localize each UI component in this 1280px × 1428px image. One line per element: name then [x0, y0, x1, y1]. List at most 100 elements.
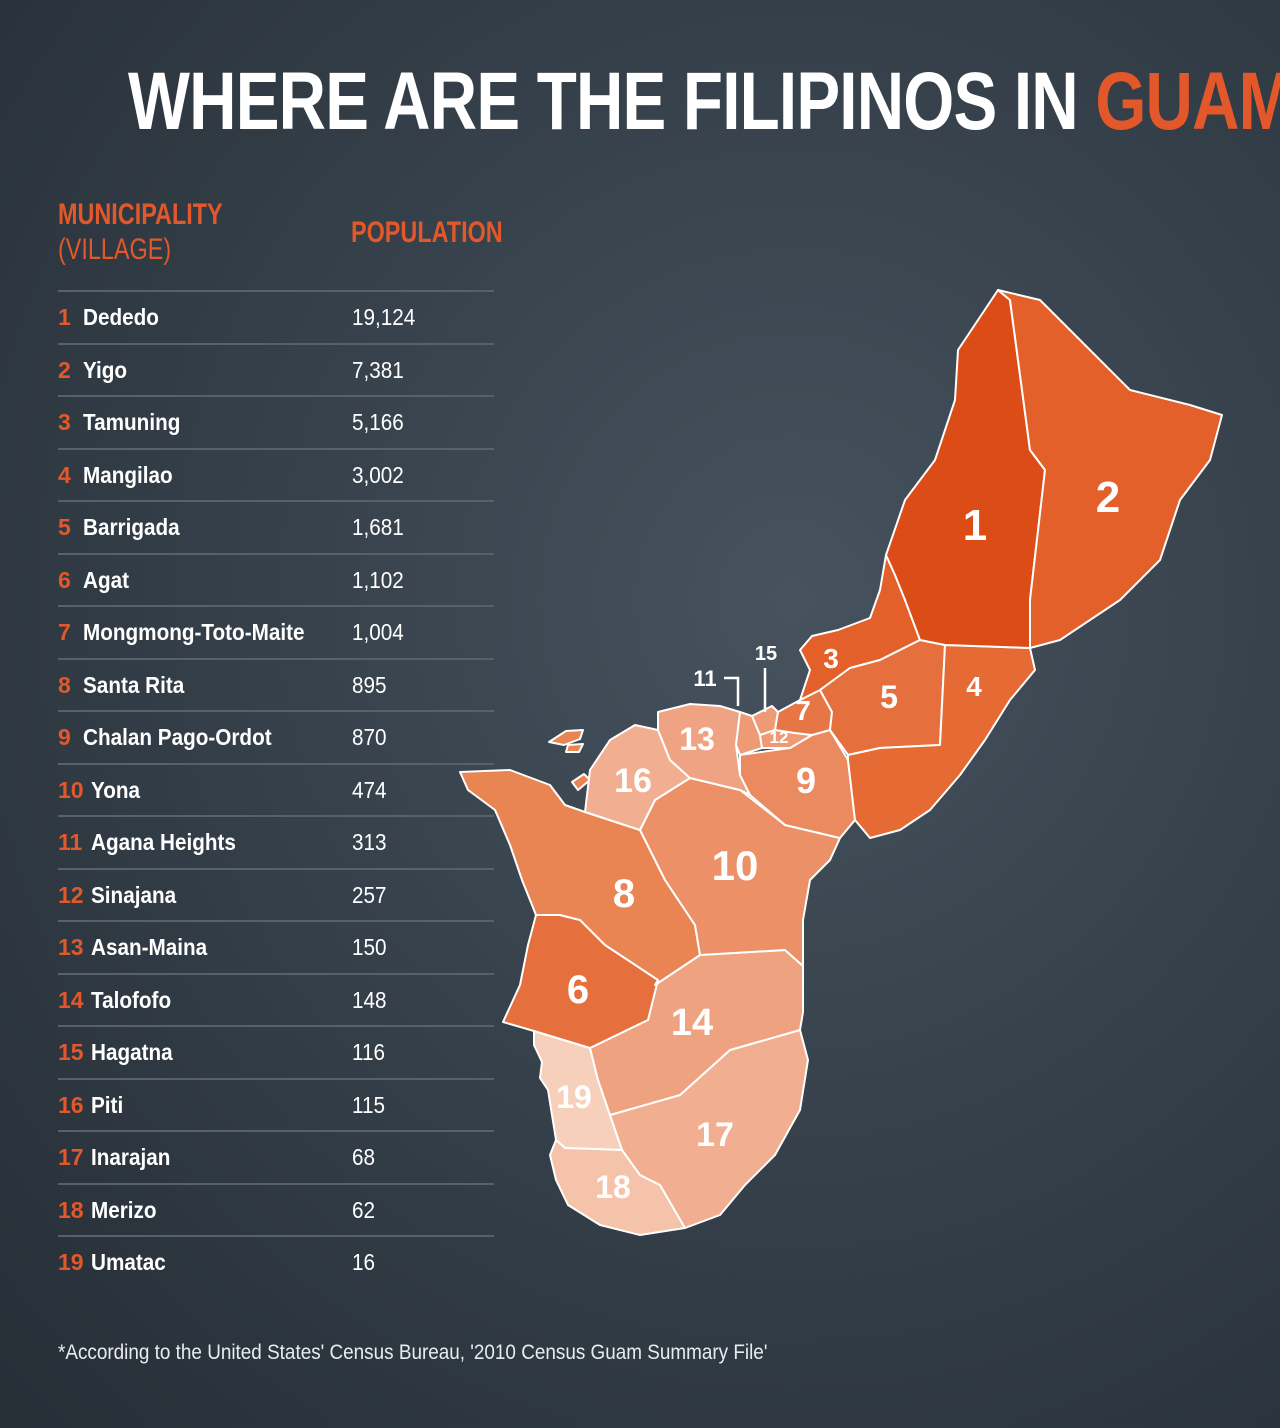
row-rank: 6 — [58, 566, 71, 593]
row-name: Talofofo — [91, 986, 172, 1013]
islet — [565, 743, 584, 753]
table-row: 3 Tamuning 5,166 — [58, 395, 494, 448]
row-population: 62 — [352, 1196, 376, 1223]
map-label-10: 10 — [712, 842, 759, 889]
row-name: Mongmong-Toto-Maite — [83, 619, 305, 645]
table-row: 16 Piti 115 — [58, 1077, 494, 1131]
row-population: 870 — [352, 724, 387, 750]
map-label-15: 15 — [755, 643, 777, 665]
row-rank: 2 — [58, 356, 71, 383]
row-rank: 3 — [58, 409, 71, 435]
header-village: (VILLAGE) — [58, 233, 172, 266]
row-name: Barrigada — [83, 514, 180, 540]
map-label-6: 6 — [567, 968, 589, 1012]
table-row: 19 Umatac 16 — [58, 1235, 494, 1288]
row-population: 257 — [352, 881, 387, 908]
table-row: 5 Barrigada 1,681 — [58, 500, 494, 553]
table-row: 8 Santa Rita 895 — [58, 657, 494, 711]
row-population: 148 — [352, 986, 387, 1013]
row-name: Inarajan — [91, 1144, 171, 1170]
row-name: Agana Heights — [91, 829, 236, 855]
row-name: Piti — [91, 1091, 124, 1118]
row-rank: 9 — [58, 724, 71, 750]
table-row: 17 Inarajan 68 — [58, 1130, 494, 1183]
title-main: WHERE ARE THE FILIPINOS IN — [128, 56, 1096, 147]
row-name: Yona — [91, 776, 141, 803]
callout-line-11 — [724, 676, 740, 706]
row-population: 313 — [352, 829, 387, 855]
row-rank: 17 — [58, 1144, 84, 1170]
row-population: 5,166 — [352, 409, 404, 435]
row-name: Tamuning — [83, 409, 181, 435]
row-name: Santa Rita — [83, 671, 185, 698]
row-name: Mangilao — [83, 461, 173, 488]
row-population: 19,124 — [352, 304, 416, 330]
row-name: Asan-Maina — [91, 934, 208, 960]
row-population: 895 — [352, 671, 387, 698]
row-rank: 10 — [58, 776, 84, 803]
row-name: Dededo — [83, 304, 159, 330]
row-name: Chalan Pago-Ordot — [83, 724, 272, 750]
map-label-1: 1 — [963, 501, 987, 550]
table-row: 7 Mongmong-Toto-Maite 1,004 — [58, 605, 494, 658]
row-name: Merizo — [91, 1196, 157, 1223]
table-row: 18 Merizo 62 — [58, 1182, 494, 1236]
row-population: 474 — [352, 776, 387, 803]
row-population: 1,102 — [352, 566, 404, 593]
map-label-2: 2 — [1096, 473, 1120, 522]
row-name: Agat — [83, 566, 130, 593]
row-rank: 7 — [58, 619, 71, 645]
table-row: 2 Yigo 7,381 — [58, 342, 494, 396]
row-population: 3,002 — [352, 461, 404, 488]
row-rank: 5 — [58, 514, 71, 540]
map-region-18 — [549, 1139, 686, 1236]
row-population: 7,381 — [352, 356, 404, 383]
table-row: 14 Talofofo 148 — [58, 972, 494, 1026]
population-table: 1 Dededo 19,124 2 Yigo 7,381 3 Tamuning 5,166 … — [58, 290, 494, 1288]
row-name: Hagatna — [91, 1039, 173, 1065]
map-label-16: 16 — [614, 762, 652, 800]
table-row: 12 Sinajana 257 — [58, 867, 494, 921]
header-municipality: MUNICIPALITY — [58, 198, 223, 231]
map-label-9: 9 — [796, 760, 816, 801]
row-rank: 19 — [58, 1249, 84, 1275]
table-row: 13 Asan-Maina 150 — [58, 920, 494, 973]
row-population: 150 — [352, 934, 387, 960]
map-label-18: 18 — [595, 1169, 631, 1205]
row-rank: 14 — [58, 986, 84, 1013]
row-rank: 16 — [58, 1091, 84, 1118]
table-row: 11 Agana Heights 313 — [58, 815, 494, 868]
islet — [548, 729, 584, 746]
row-rank: 15 — [58, 1039, 84, 1065]
map-label-7: 7 — [795, 695, 811, 726]
table-row: 15 Hagatna 116 — [58, 1025, 494, 1078]
map-region-4 — [847, 644, 1036, 839]
row-rank: 13 — [58, 934, 84, 960]
map-label-19: 19 — [556, 1079, 592, 1115]
table-row: 6 Agat 1,102 — [58, 552, 494, 606]
row-rank: 11 — [58, 829, 83, 855]
row-rank: 4 — [58, 461, 71, 488]
footnote: *According to the United States' Census … — [58, 1341, 768, 1364]
row-population: 16 — [352, 1249, 376, 1275]
map-label-12: 12 — [770, 728, 789, 747]
row-rank: 8 — [58, 671, 71, 698]
table-row: 1 Dededo 19,124 — [58, 290, 494, 343]
map-label-13: 13 — [679, 721, 715, 757]
row-name: Yigo — [83, 356, 128, 383]
map-label-5: 5 — [880, 679, 898, 715]
table-row: 9 Chalan Pago-Ordot 870 — [58, 710, 494, 763]
row-population: 1,004 — [352, 619, 404, 645]
map-label-11: 11 — [693, 666, 716, 691]
header-population: POPULATION — [351, 216, 503, 249]
row-name: Umatac — [91, 1249, 166, 1275]
row-population: 115 — [352, 1091, 386, 1118]
row-population: 1,681 — [352, 514, 404, 540]
map-region-8 — [459, 769, 701, 986]
row-rank: 18 — [58, 1196, 84, 1223]
table-row: 4 Mangilao 3,002 — [58, 447, 494, 501]
map-label-17: 17 — [696, 1116, 734, 1154]
